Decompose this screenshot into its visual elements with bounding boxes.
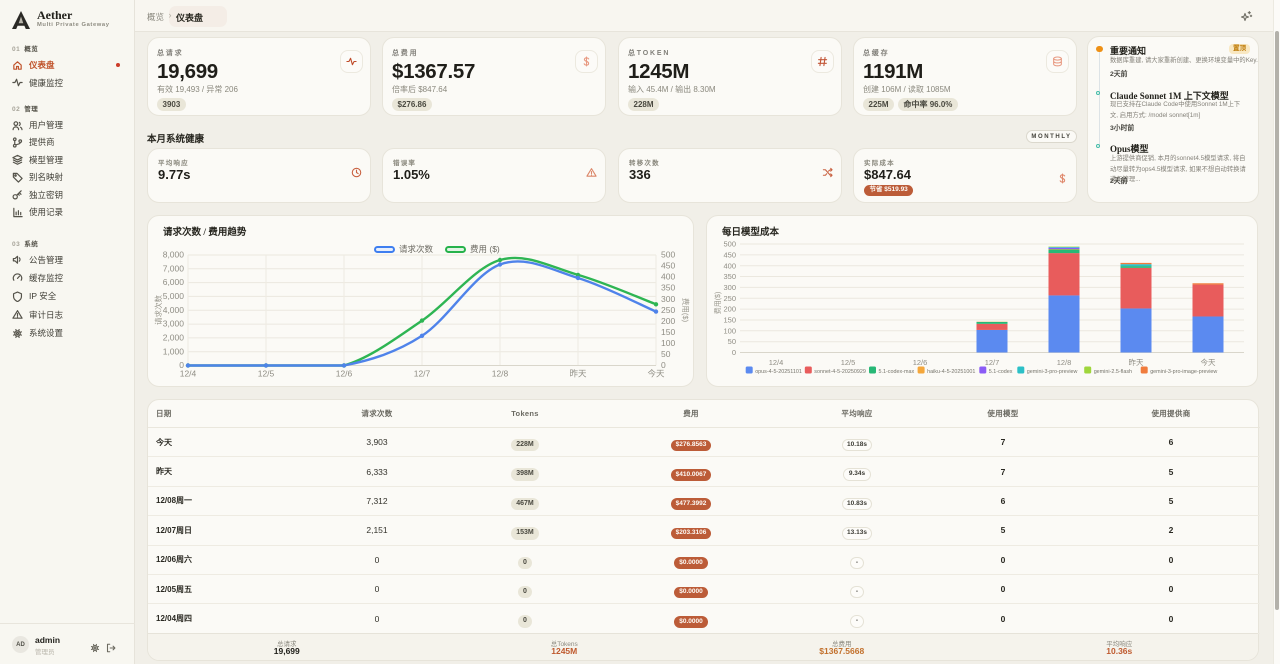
svg-text:450: 450: [661, 261, 675, 271]
svg-text:350: 350: [661, 283, 675, 293]
svg-text:250: 250: [723, 294, 736, 303]
svg-text:200: 200: [723, 305, 736, 314]
svg-text:昨天: 昨天: [1129, 357, 1145, 367]
svg-text:12/7: 12/7: [985, 358, 1000, 367]
svg-text:gemini-3-pro-preview: gemini-3-pro-preview: [1027, 369, 1078, 375]
svg-text:2,000: 2,000: [163, 333, 185, 343]
svg-text:gemini-3-pro-image-preview: gemini-3-pro-image-preview: [1150, 369, 1217, 375]
svg-text:300: 300: [661, 294, 675, 304]
svg-text:150: 150: [661, 327, 675, 337]
svg-text:6,000: 6,000: [163, 277, 185, 287]
svg-text:sonnet-4-5-20250929: sonnet-4-5-20250929: [814, 369, 866, 375]
svg-text:12/4: 12/4: [769, 358, 784, 367]
svg-text:12/6: 12/6: [336, 369, 353, 379]
svg-text:12/5: 12/5: [841, 358, 856, 367]
svg-text:7,000: 7,000: [163, 263, 185, 273]
svg-text:5,000: 5,000: [163, 291, 185, 301]
svg-text:12/8: 12/8: [1057, 358, 1072, 367]
svg-text:opus-4-5-20251101: opus-4-5-20251101: [755, 369, 802, 375]
svg-text:4,000: 4,000: [163, 305, 185, 315]
svg-text:12/4: 12/4: [180, 369, 197, 379]
svg-text:费用($): 费用($): [681, 298, 691, 323]
svg-text:gemini-2.5-flash: gemini-2.5-flash: [1094, 369, 1132, 375]
svg-text:昨天: 昨天: [569, 369, 587, 379]
svg-text:500: 500: [661, 250, 675, 260]
svg-text:100: 100: [661, 338, 675, 348]
svg-text:今天: 今天: [1201, 357, 1217, 367]
svg-text:250: 250: [661, 305, 675, 315]
svg-text:请求次数: 请求次数: [153, 295, 163, 325]
svg-text:50: 50: [728, 337, 736, 346]
svg-text:5.1-codex-max: 5.1-codex-max: [879, 369, 915, 375]
svg-text:100: 100: [723, 326, 736, 335]
svg-text:haiku-4-5-20251001: haiku-4-5-20251001: [927, 369, 975, 375]
svg-text:350: 350: [723, 272, 736, 281]
svg-text:12/8: 12/8: [492, 369, 509, 379]
svg-text:200: 200: [661, 316, 675, 326]
svg-text:400: 400: [661, 272, 675, 282]
svg-text:0: 0: [661, 360, 666, 370]
svg-text:400: 400: [723, 261, 736, 270]
svg-text:1,000: 1,000: [163, 346, 185, 356]
svg-text:150: 150: [723, 316, 736, 325]
svg-text:12/7: 12/7: [414, 369, 431, 379]
svg-text:12/5: 12/5: [258, 369, 275, 379]
svg-text:3,000: 3,000: [163, 319, 185, 329]
svg-text:50: 50: [661, 349, 671, 359]
svg-text:今天: 今天: [647, 369, 665, 379]
svg-text:0: 0: [732, 348, 736, 357]
svg-text:300: 300: [723, 283, 736, 292]
svg-text:费用($): 费用($): [713, 292, 722, 315]
svg-text:5.1-codex: 5.1-codex: [989, 369, 1013, 375]
svg-text:8,000: 8,000: [163, 250, 185, 260]
svg-text:450: 450: [723, 251, 736, 260]
svg-text:12/6: 12/6: [913, 358, 928, 367]
svg-text:0: 0: [179, 360, 184, 370]
svg-text:500: 500: [723, 240, 736, 249]
